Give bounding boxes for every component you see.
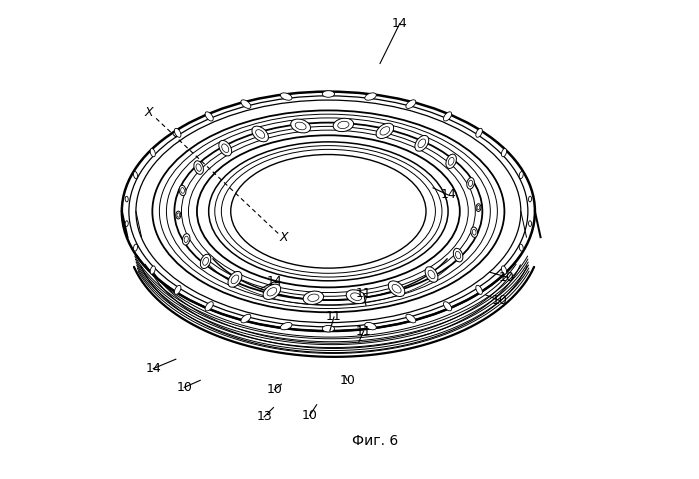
- Ellipse shape: [519, 244, 524, 251]
- Ellipse shape: [446, 154, 456, 169]
- Ellipse shape: [176, 211, 181, 219]
- Text: 14: 14: [266, 275, 282, 288]
- Ellipse shape: [528, 221, 531, 227]
- Ellipse shape: [528, 196, 531, 202]
- Text: X: X: [280, 231, 288, 244]
- Ellipse shape: [291, 119, 310, 133]
- Ellipse shape: [501, 266, 507, 274]
- Text: 13: 13: [257, 411, 272, 423]
- Ellipse shape: [415, 136, 428, 151]
- Text: 14: 14: [392, 17, 408, 30]
- Ellipse shape: [376, 123, 394, 138]
- Text: Фиг. 6: Фиг. 6: [352, 434, 398, 448]
- Ellipse shape: [182, 234, 190, 245]
- Ellipse shape: [121, 91, 536, 332]
- Text: 10: 10: [176, 381, 192, 394]
- Ellipse shape: [476, 204, 481, 212]
- Ellipse shape: [175, 128, 181, 137]
- Text: 10: 10: [499, 271, 514, 284]
- Ellipse shape: [501, 148, 507, 157]
- Ellipse shape: [201, 254, 211, 269]
- Ellipse shape: [280, 322, 292, 330]
- Text: 11: 11: [356, 287, 371, 300]
- Ellipse shape: [322, 91, 335, 97]
- Text: 10: 10: [339, 374, 355, 387]
- Ellipse shape: [454, 248, 463, 262]
- Text: 14: 14: [145, 362, 161, 375]
- Ellipse shape: [476, 128, 482, 137]
- Text: 10: 10: [492, 294, 507, 307]
- Ellipse shape: [476, 285, 482, 295]
- Ellipse shape: [134, 244, 138, 251]
- Ellipse shape: [194, 161, 203, 174]
- Ellipse shape: [365, 322, 376, 330]
- Ellipse shape: [365, 93, 376, 100]
- Ellipse shape: [134, 171, 138, 179]
- Ellipse shape: [231, 155, 426, 268]
- Ellipse shape: [205, 112, 213, 121]
- Ellipse shape: [150, 148, 155, 157]
- Ellipse shape: [228, 272, 242, 287]
- Ellipse shape: [241, 314, 251, 323]
- Ellipse shape: [389, 281, 405, 297]
- Ellipse shape: [263, 284, 281, 299]
- Text: X: X: [144, 106, 153, 119]
- Text: 14: 14: [440, 188, 456, 201]
- Ellipse shape: [125, 221, 128, 227]
- Ellipse shape: [280, 93, 292, 100]
- Ellipse shape: [303, 291, 324, 305]
- Ellipse shape: [333, 118, 354, 132]
- Ellipse shape: [241, 100, 251, 108]
- Ellipse shape: [406, 314, 416, 323]
- Ellipse shape: [205, 302, 213, 311]
- Ellipse shape: [219, 140, 231, 156]
- Ellipse shape: [519, 171, 524, 179]
- Ellipse shape: [322, 325, 335, 332]
- Ellipse shape: [252, 126, 268, 142]
- Ellipse shape: [467, 178, 475, 189]
- Ellipse shape: [346, 290, 366, 304]
- Text: 11: 11: [356, 325, 371, 338]
- Ellipse shape: [443, 302, 452, 311]
- Ellipse shape: [179, 185, 186, 195]
- Ellipse shape: [443, 112, 452, 121]
- Ellipse shape: [175, 285, 181, 295]
- Ellipse shape: [406, 100, 416, 108]
- Ellipse shape: [425, 267, 438, 282]
- Text: 10: 10: [302, 409, 317, 422]
- Ellipse shape: [471, 227, 477, 238]
- Text: 10: 10: [266, 383, 282, 396]
- Ellipse shape: [150, 266, 155, 274]
- Ellipse shape: [125, 196, 128, 202]
- Text: 11: 11: [326, 310, 342, 323]
